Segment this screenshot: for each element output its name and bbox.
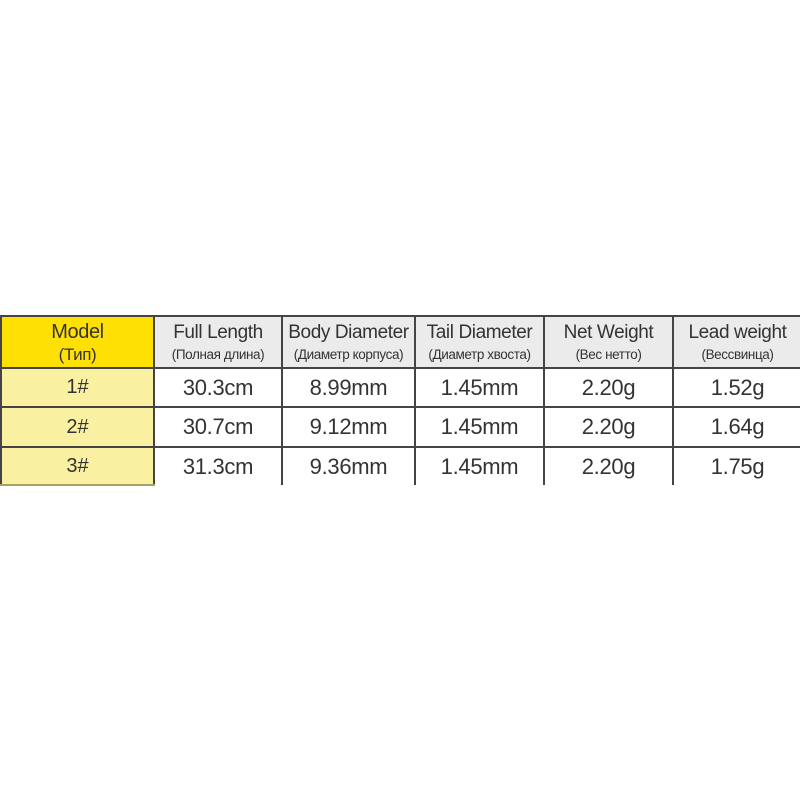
cell-model: 2# [0, 406, 155, 448]
header-cell-tail-diameter: Tail Diameter (Диаметр хвоста) [414, 315, 545, 369]
cell-net-weight: 2.20g [543, 446, 674, 485]
header-body-diameter-en: Body Diameter [288, 322, 409, 343]
header-full-length-ru: (Полная длина) [171, 347, 265, 362]
cell-tail-diameter: 1.45mm [414, 367, 545, 408]
cell-lead-weight: 1.52g [672, 367, 800, 408]
cell-model: 3# [0, 446, 155, 486]
cell-net-weight: 2.20g [543, 367, 674, 408]
cell-net-weight: 2.20g [543, 406, 674, 448]
table-row: 1# 30.3cm 8.99mm 1.45mm 2.20g 1.52g [0, 367, 800, 408]
header-cell-net-weight: Net Weight (Вес нетто) [543, 315, 674, 369]
cell-tail-diameter: 1.45mm [414, 406, 545, 448]
header-model-ru: (Тип) [58, 345, 97, 364]
header-cell-full-length: Full Length (Полная длина) [153, 315, 283, 369]
cell-model: 1# [0, 367, 155, 408]
header-body-diameter-ru: (Диаметр корпуса) [293, 347, 404, 362]
header-cell-lead-weight: Lead weight (Вессвинца) [672, 315, 800, 369]
table-header-row: Model (Тип) Full Length (Полная длина) B… [0, 315, 800, 369]
cell-body-diameter: 9.12mm [281, 406, 416, 448]
header-net-weight-en: Net Weight [563, 322, 654, 343]
cell-lead-weight: 1.64g [672, 406, 800, 448]
header-lead-weight-ru: (Вессвинца) [701, 347, 774, 362]
header-tail-diameter-ru: (Диаметр хвоста) [428, 347, 531, 362]
header-full-length-en: Full Length [173, 322, 263, 343]
cell-lead-weight: 1.75g [672, 446, 800, 485]
table-row: 3# 31.3cm 9.36mm 1.45mm 2.20g 1.75g [0, 446, 800, 486]
header-tail-diameter-en: Tail Diameter [426, 322, 533, 343]
cell-body-diameter: 8.99mm [281, 367, 416, 408]
header-cell-body-diameter: Body Diameter (Диаметр корпуса) [281, 315, 416, 369]
spec-table: Model (Тип) Full Length (Полная длина) B… [0, 315, 800, 486]
cell-body-diameter: 9.36mm [281, 446, 416, 485]
cell-full-length: 31.3cm [153, 446, 283, 485]
table-row: 2# 30.7cm 9.12mm 1.45mm 2.20g 1.64g [0, 406, 800, 448]
header-model-en: Model [51, 321, 104, 343]
header-lead-weight-en: Lead weight [688, 322, 787, 343]
cell-full-length: 30.3cm [153, 367, 283, 408]
header-net-weight-ru: (Вес нетто) [575, 347, 642, 362]
cell-full-length: 30.7cm [153, 406, 283, 448]
cell-tail-diameter: 1.45mm [414, 446, 545, 485]
header-cell-model: Model (Тип) [0, 315, 155, 369]
